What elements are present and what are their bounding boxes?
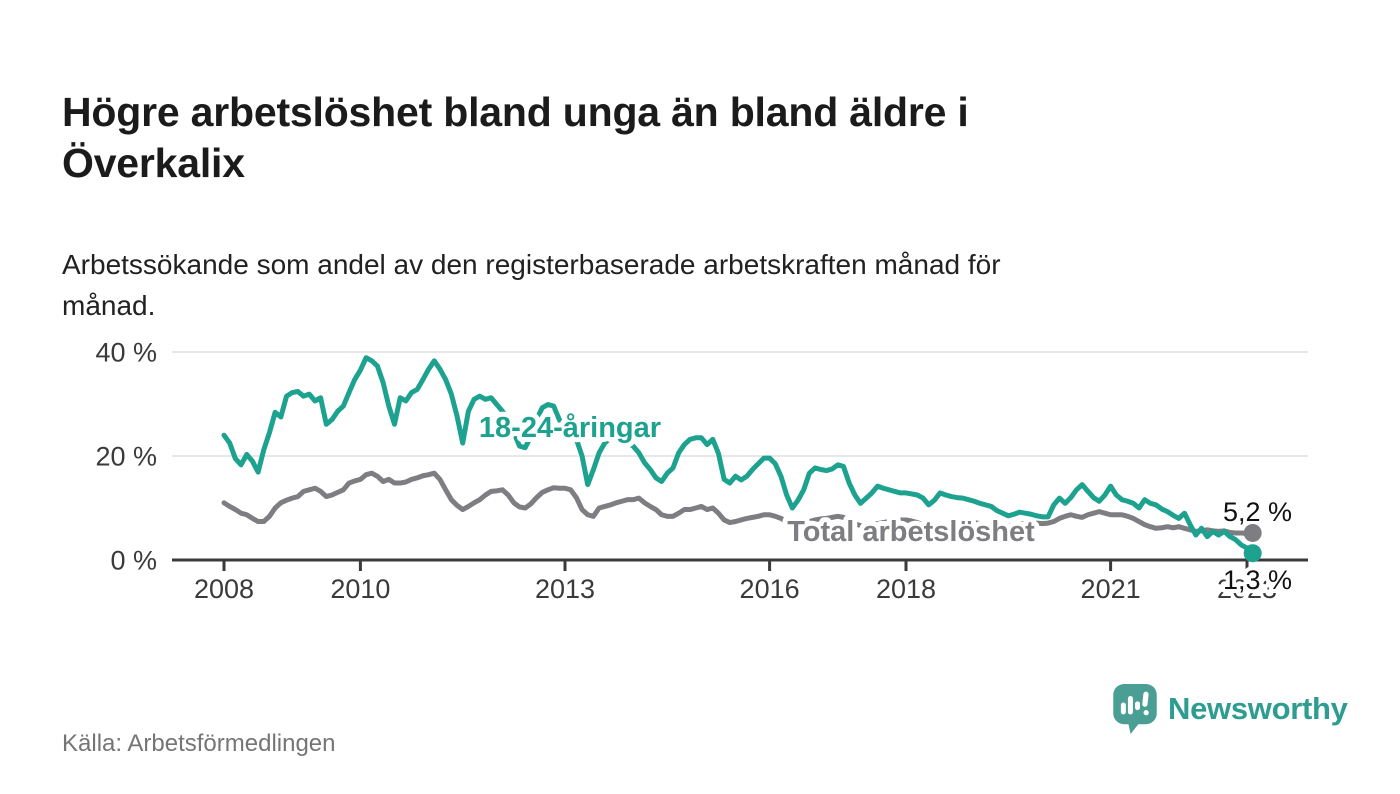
brand-wordmark: Newsworthy [1168,691,1348,726]
newsworthy-logo-icon [1113,684,1157,734]
end-dot-total [1243,523,1262,542]
series-label-youth: 18-24-åringar [479,412,661,444]
chart: 0 % 20 % 40 % 2008 2010 2013 2016 2018 2021 2023 5… [0,330,1400,630]
page-title: Högre arbetslöshet bland unga än bland ä… [62,89,969,187]
chart-svg: 0 % 20 % 40 % 2008 2010 2013 2016 2018 2021 2023 5… [95,338,1308,604]
y-tick-label: 20 % [95,442,157,472]
y-tick-label: 40 % [95,338,157,368]
chart-subtitle: Arbetssökande som andel av den registerb… [62,249,1001,321]
end-value-label-youth: 1,3 % [1223,565,1292,595]
newsworthy-logo: Newsworthy [1113,684,1348,734]
x-tick-label: 2021 [1081,574,1141,604]
x-tick-label: 2008 [194,574,254,604]
end-dot-youth [1243,544,1262,563]
x-tick-label: 2018 [876,574,936,604]
end-value-label-total: 5,2 % [1223,497,1292,527]
x-tick-label: 2010 [330,574,390,604]
series-label-total: Total arbetslöshet [787,516,1035,548]
x-tick-label: 2013 [535,574,595,604]
series-line-total [221,470,1256,536]
y-tick-label: 0 % [110,546,157,576]
series-line-youth [221,355,1256,556]
source-text: Källa: Arbetsförmedlingen [62,730,336,757]
x-tick-label: 2016 [740,574,800,604]
x-tick-label: 2023 [1217,574,1277,604]
